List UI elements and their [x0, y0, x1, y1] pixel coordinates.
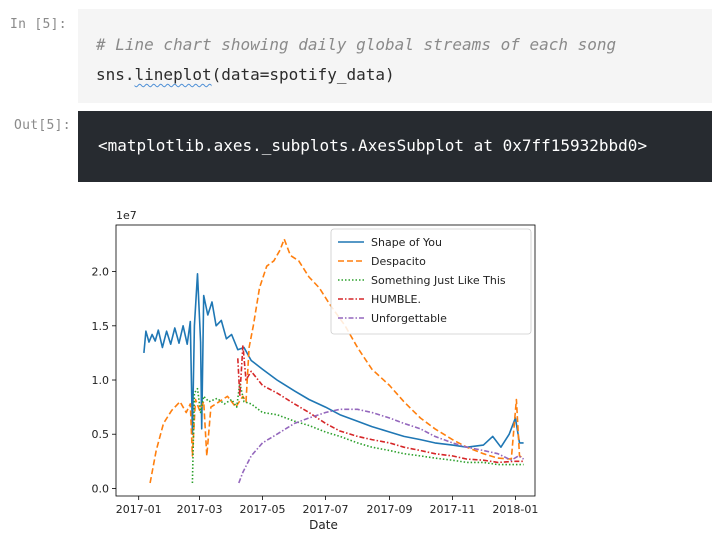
legend-label: Shape of You [371, 236, 442, 249]
y-tick-label: 2.0 [92, 266, 110, 279]
y-tick-label: 0.0 [92, 482, 110, 495]
series-line-shape-of-you [143, 273, 524, 448]
line-chart: 0.0 0.5 1.0 1.5 2.0 1e7 2017-01 2017-03 2017-05 2… [92, 209, 539, 532]
y-tick-label: 1.0 [92, 374, 110, 387]
chart-plot-area: 0.0 0.5 1.0 1.5 2.0 1e7 2017-01 2017-03 2017-05 2… [92, 209, 539, 532]
output-cell: <matplotlib.axes._subplots.AxesSubplot a… [78, 111, 712, 182]
x-tick-label: 2018-01 [492, 503, 538, 516]
x-axis-label: Date [309, 518, 338, 532]
series-line-unforgettable [238, 408, 525, 484]
series-line-something-just-like-this [191, 382, 524, 484]
output-prompt: Out[5]: [14, 118, 71, 133]
x-tick-label: 2017-05 [240, 503, 286, 516]
y-tick-label: 1.5 [92, 320, 110, 333]
x-tick-label: 2017-07 [303, 503, 349, 516]
code-comment: # Line chart showing daily global stream… [96, 35, 617, 54]
x-tick-label: 2017-03 [177, 503, 223, 516]
legend-label: Something Just Like This [371, 274, 506, 287]
code-suffix: (data=spotify_data) [211, 65, 395, 84]
output-text: <matplotlib.axes._subplots.AxesSubplot a… [98, 136, 648, 155]
legend-label: Unforgettable [371, 312, 447, 325]
y-tick-label: 0.5 [92, 428, 110, 441]
code-line: sns.lineplot(data=spotify_data) [96, 65, 395, 84]
series-line-humble [237, 344, 524, 464]
x-tick-label: 2017-09 [367, 503, 413, 516]
legend-box [330, 228, 532, 335]
legend-label: Despacito [371, 255, 426, 268]
code-function-name: lineplot [134, 65, 212, 84]
x-tick-label: 2017-01 [116, 503, 162, 516]
code-cell[interactable]: # Line chart showing daily global stream… [78, 9, 712, 103]
y-offset-label: 1e7 [116, 209, 137, 222]
code-prefix: sns. [96, 65, 135, 84]
input-prompt: In [5]: [10, 17, 67, 32]
x-tick-label: 2017-11 [429, 503, 475, 516]
legend-label: HUMBLE. [371, 293, 421, 306]
